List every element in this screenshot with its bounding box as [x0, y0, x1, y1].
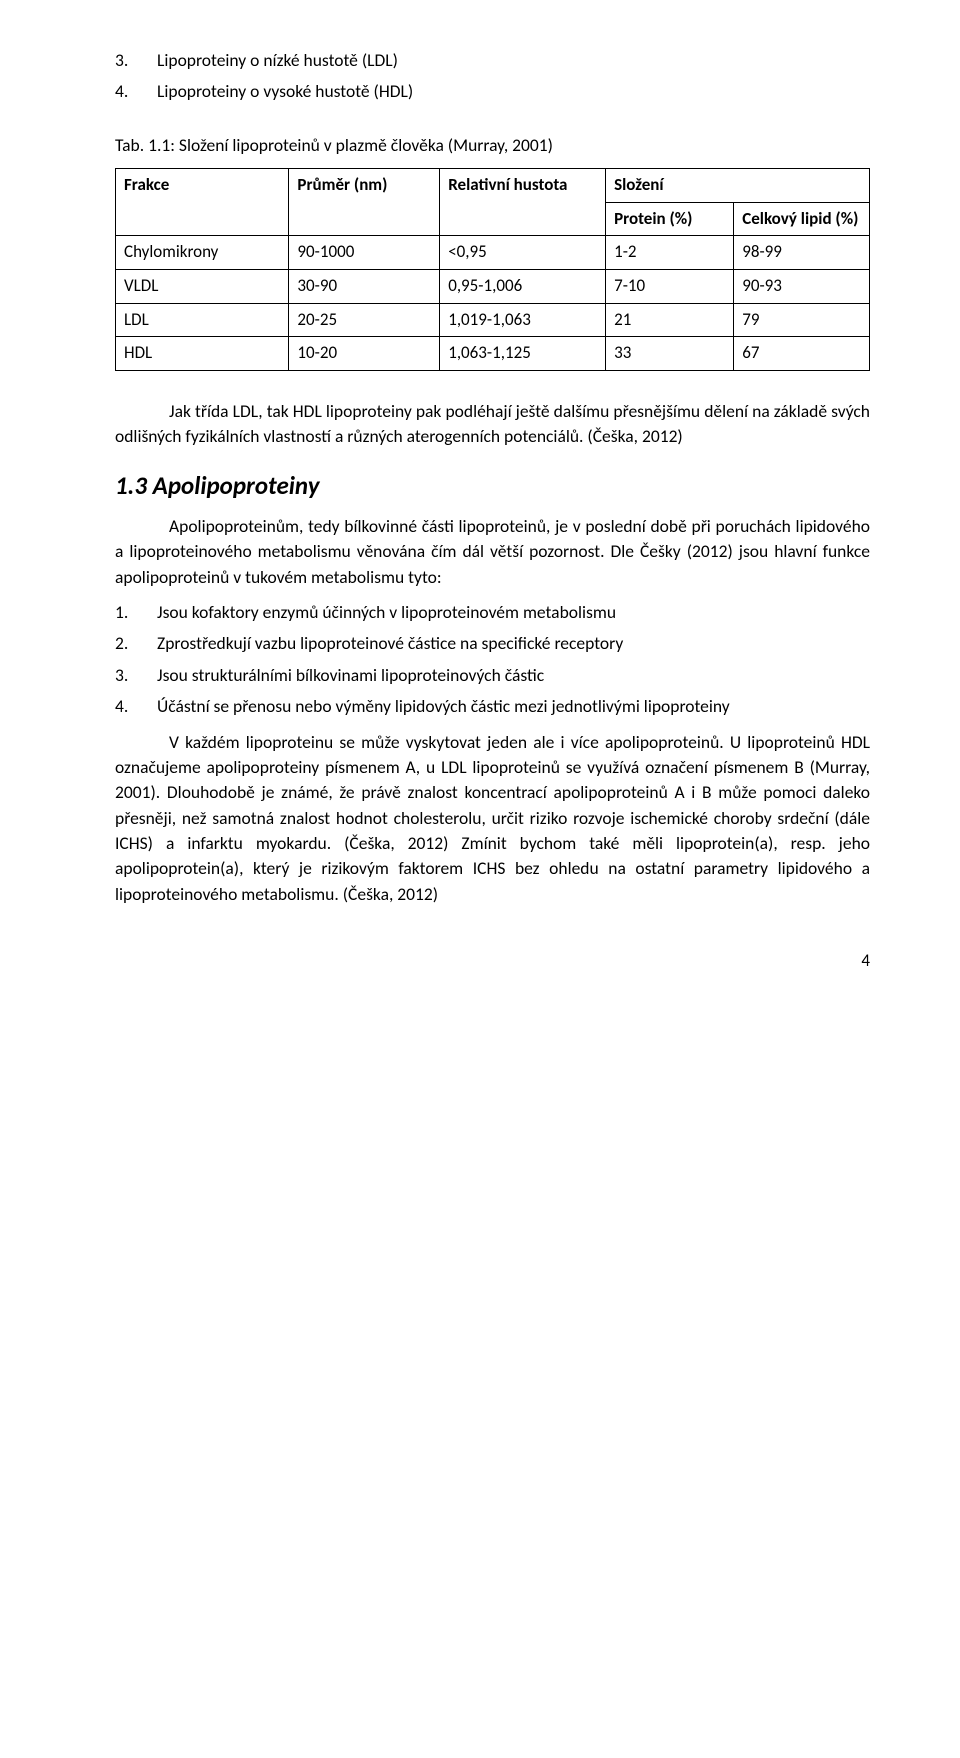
cell: 0,95-1,006 [440, 270, 606, 304]
cell: 90-1000 [289, 236, 440, 270]
table-row: VLDL 30-90 0,95-1,006 7-10 90-93 [116, 270, 870, 304]
cell: 1,063-1,125 [440, 337, 606, 371]
table-caption: Tab. 1.1: Složení lipoproteinů v plazmě … [115, 133, 870, 158]
list-number: 2. [115, 631, 157, 656]
cell: 10-20 [289, 337, 440, 371]
col-prumer: Průměr (nm) [289, 169, 440, 236]
list-text: Jsou strukturálními bílkovinami lipoprot… [157, 663, 544, 688]
cell: LDL [116, 303, 289, 337]
list-number: 1. [115, 600, 157, 625]
cell: 67 [734, 337, 870, 371]
list-item: 3. Jsou strukturálními bílkovinami lipop… [115, 663, 870, 688]
cell: 20-25 [289, 303, 440, 337]
cell: 21 [606, 303, 734, 337]
list-item: 2. Zprostředkují vazbu lipoproteinové čá… [115, 631, 870, 656]
list-number: 4. [115, 694, 157, 719]
col-protein: Protein (%) [606, 202, 734, 236]
cell: HDL [116, 337, 289, 371]
table-row: LDL 20-25 1,019-1,063 21 79 [116, 303, 870, 337]
cell: 7-10 [606, 270, 734, 304]
cell: 1-2 [606, 236, 734, 270]
list-number: 4. [115, 79, 157, 104]
list-number: 3. [115, 663, 157, 688]
list-item: 1. Jsou kofaktory enzymů účinných v lipo… [115, 600, 870, 625]
list-text: Lipoproteiny o vysoké hustotě (HDL) [157, 79, 413, 104]
cell: 30-90 [289, 270, 440, 304]
table-row: Chylomikrony 90-1000 <0,95 1-2 98-99 [116, 236, 870, 270]
list-text: Účástní se přenosu nebo výměny lipidovýc… [157, 694, 730, 719]
list-item: 4. Účástní se přenosu nebo výměny lipido… [115, 694, 870, 719]
page-number: 4 [115, 949, 870, 974]
cell: 90-93 [734, 270, 870, 304]
cell: VLDL [116, 270, 289, 304]
col-slozeni: Složení [606, 169, 870, 203]
cell: Chylomikrony [116, 236, 289, 270]
cell: 98-99 [734, 236, 870, 270]
list-item: 4. Lipoproteiny o vysoké hustotě (HDL) [115, 79, 870, 104]
list-number: 3. [115, 48, 157, 73]
paragraph: Jak třída LDL, tak HDL lipoproteiny pak … [115, 399, 870, 450]
list-text: Zprostředkují vazbu lipoproteinové části… [157, 631, 623, 656]
cell: 1,019-1,063 [440, 303, 606, 337]
section-heading: 1.3 Apolipoproteiny [115, 468, 870, 504]
cell: <0,95 [440, 236, 606, 270]
list-item: 3. Lipoproteiny o nízké hustotě (LDL) [115, 48, 870, 73]
paragraph: V každém lipoproteinu se může vyskytovat… [115, 730, 870, 908]
cell: 33 [606, 337, 734, 371]
col-lipid: Celkový lipid (%) [734, 202, 870, 236]
list-text: Lipoproteiny o nízké hustotě (LDL) [157, 48, 398, 73]
list-text: Jsou kofaktory enzymů účinných v lipopro… [157, 600, 616, 625]
paragraph: Apolipoproteinům, tedy bílkovinné části … [115, 514, 870, 590]
col-frakce: Frakce [116, 169, 289, 236]
table-row: HDL 10-20 1,063-1,125 33 67 [116, 337, 870, 371]
col-hustota: Relativní hustota [440, 169, 606, 236]
lipoprotein-table: Frakce Průměr (nm) Relativní hustota Slo… [115, 168, 870, 371]
cell: 79 [734, 303, 870, 337]
table-header-row: Frakce Průměr (nm) Relativní hustota Slo… [116, 169, 870, 203]
